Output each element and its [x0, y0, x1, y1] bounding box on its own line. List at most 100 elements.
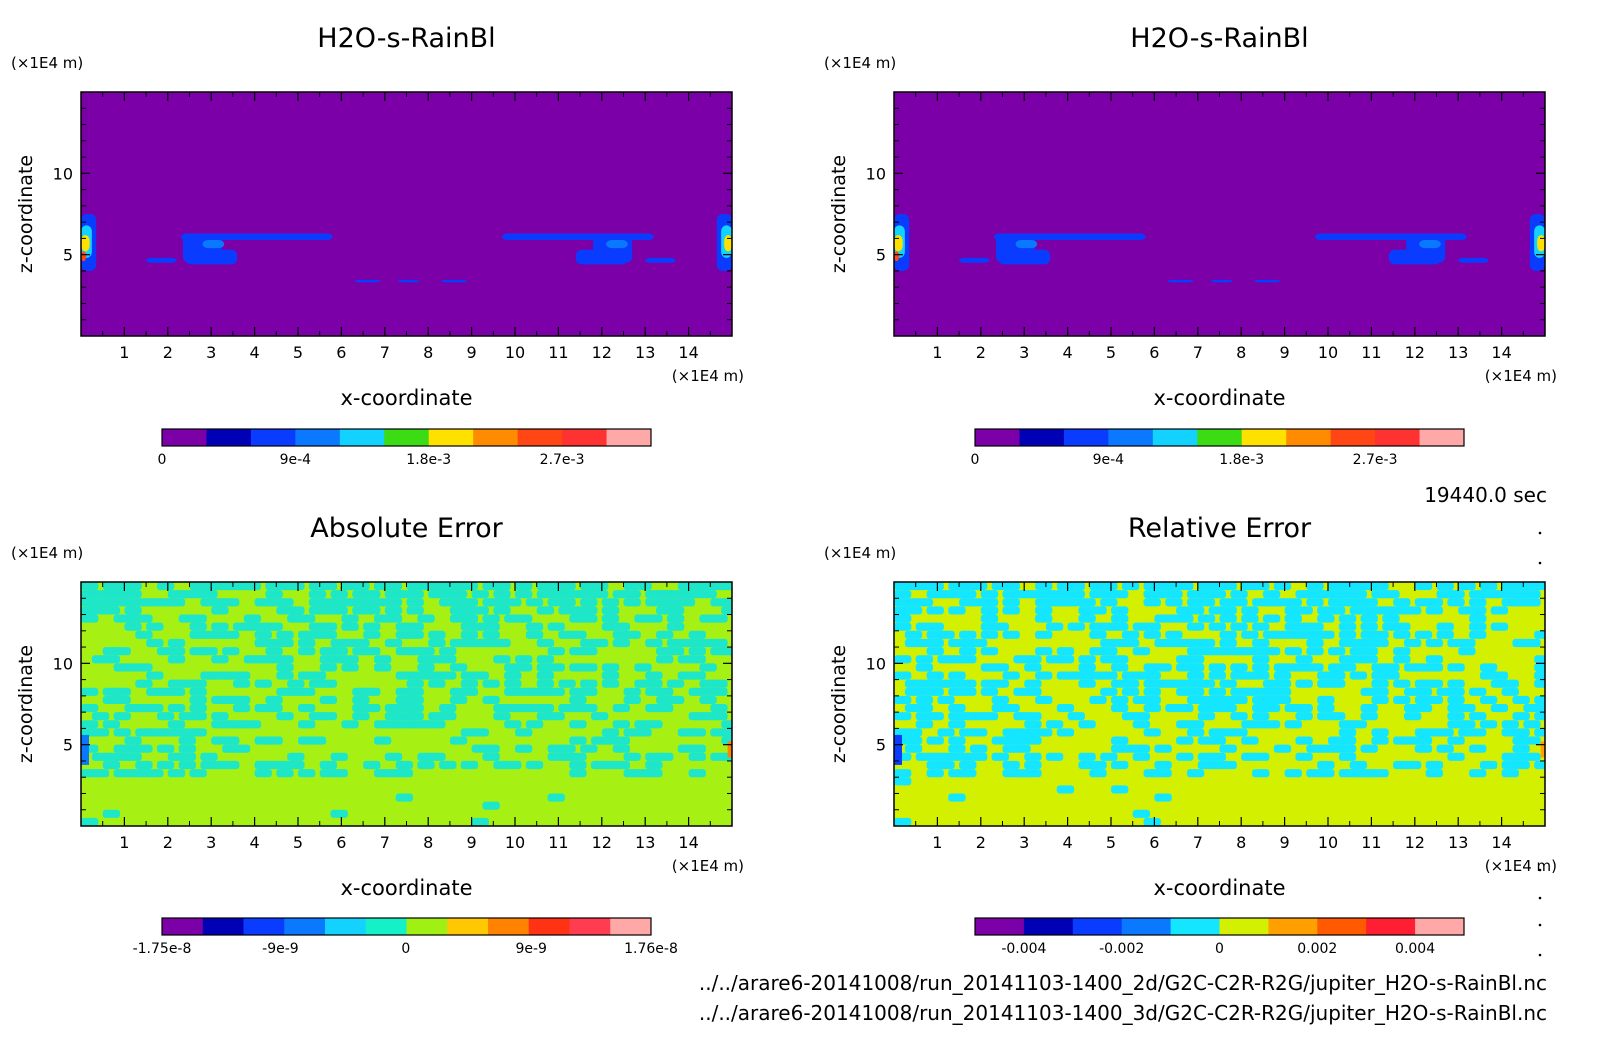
error-patch — [81, 817, 99, 826]
error-patch — [1534, 679, 1545, 688]
x-tick-label: 5 — [1106, 833, 1116, 852]
error-patch — [1414, 687, 1433, 696]
margin-dot — [1538, 896, 1542, 900]
error-patch — [449, 695, 468, 704]
error-patch — [894, 622, 912, 631]
error-patch — [156, 760, 175, 770]
error-patch — [1197, 679, 1216, 688]
error-patch — [1197, 638, 1216, 648]
edge-artifact — [1540, 741, 1545, 758]
error-patch — [1371, 687, 1389, 696]
error-patch — [980, 647, 999, 656]
error-patch — [991, 622, 1010, 631]
error-patch — [1111, 704, 1129, 713]
error-patch — [135, 679, 153, 688]
error-patch — [1165, 598, 1183, 607]
error-patch — [1143, 704, 1161, 713]
error-patch — [1447, 679, 1465, 688]
error-patch — [1078, 614, 1096, 623]
error-patch — [1056, 785, 1075, 794]
error-patch — [341, 622, 359, 631]
error-patch — [167, 598, 186, 607]
error-patch — [1262, 704, 1281, 713]
error-patch — [710, 614, 728, 623]
error-patch — [1252, 622, 1270, 631]
colorbar-swatch — [250, 429, 296, 446]
error-patch — [515, 590, 533, 599]
error-patch — [926, 647, 944, 656]
chart-title: Absolute Error — [310, 513, 503, 544]
error-patch — [1512, 695, 1530, 704]
error-patch — [1469, 712, 1487, 721]
colorbar-tick-label: 2.7e-3 — [1353, 452, 1398, 468]
y-axis-title: z-coordinate — [828, 645, 850, 763]
error-patch — [1317, 614, 1335, 623]
error-patch — [612, 760, 631, 770]
error-patch — [308, 671, 327, 680]
error-patch — [1458, 720, 1476, 729]
error-patch — [1349, 590, 1368, 599]
error-patch — [1067, 590, 1085, 599]
error-patch — [222, 736, 240, 745]
error-patch — [482, 679, 500, 688]
error-patch — [1002, 582, 1020, 591]
error-patch — [1338, 744, 1357, 753]
error-patch — [1306, 663, 1324, 672]
error-patch — [1121, 630, 1140, 639]
error-patch — [178, 752, 197, 761]
x-tick-label: 11 — [548, 343, 568, 362]
y-tick-label: 10 — [866, 164, 886, 183]
error-patch — [1284, 720, 1302, 729]
error-patch — [980, 606, 999, 615]
error-patch — [623, 752, 641, 761]
error-patch — [1067, 582, 1085, 591]
error-patch — [1143, 598, 1161, 607]
x-tick-label: 14 — [678, 343, 698, 362]
error-patch — [1111, 695, 1129, 704]
x-tick-label: 6 — [336, 343, 346, 362]
error-patch — [547, 663, 565, 672]
error-patch — [482, 801, 500, 810]
error-patch — [1078, 752, 1096, 761]
error-patch — [189, 622, 207, 631]
error-patch — [1447, 752, 1465, 761]
error-patch — [167, 769, 186, 778]
error-patch — [558, 744, 576, 753]
x-tick-label: 4 — [1063, 343, 1073, 362]
error-patch — [1284, 769, 1302, 778]
error-patch — [504, 720, 522, 729]
x-tick-label: 12 — [592, 343, 612, 362]
error-patch — [428, 720, 446, 729]
error-patch — [894, 695, 912, 704]
error-patch — [352, 712, 370, 721]
error-patch — [1349, 760, 1368, 770]
file-path-2: ../../arare6-20141008/run_20141103-1400_… — [698, 1001, 1547, 1025]
error-patch — [341, 720, 359, 729]
error-patch — [167, 704, 186, 713]
error-patch — [113, 647, 131, 656]
error-patch — [167, 647, 186, 656]
error-patch — [721, 582, 732, 591]
colorbar-swatch — [606, 429, 652, 446]
error-patch — [1393, 630, 1411, 639]
error-patch — [1230, 590, 1248, 599]
error-patch — [1078, 679, 1096, 688]
error-patch — [536, 679, 555, 688]
error-patch — [1306, 622, 1324, 631]
error-patch — [178, 760, 197, 770]
error-patch — [1534, 655, 1545, 664]
rain-region — [354, 279, 381, 283]
error-patch — [1056, 647, 1075, 656]
error-patch — [189, 712, 207, 721]
error-patch — [493, 638, 511, 648]
error-patch — [363, 704, 381, 713]
error-patch — [1501, 769, 1519, 778]
x-tick-label: 9 — [467, 343, 477, 362]
error-patch — [1002, 630, 1020, 639]
colorbar-swatch — [1366, 918, 1416, 935]
error-patch — [363, 606, 381, 615]
error-patch — [471, 728, 489, 737]
error-patch — [363, 630, 381, 639]
rain-region — [1388, 249, 1441, 265]
error-patch — [460, 598, 479, 607]
